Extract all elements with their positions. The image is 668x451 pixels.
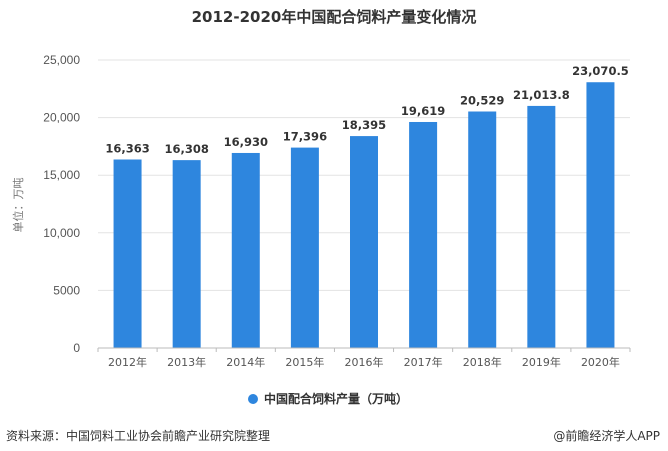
x-tick-label: 2012年	[108, 355, 147, 369]
y-tick-label: 10,000	[43, 226, 80, 240]
x-axis-ticks: 2012年 2013年 2014年 2015年 2016年 2017年 2018年 2019年…	[97, 348, 631, 369]
legend-label: 中国配合饲料产量（万吨）	[264, 391, 408, 406]
bar	[231, 152, 260, 348]
bar	[290, 147, 319, 348]
chart-title: 2012-2020年中国配合饲料产量变化情况	[192, 8, 477, 26]
y-tick-label: 15,000	[43, 168, 80, 182]
bar	[409, 121, 438, 348]
brand-credit: @前瞻经济学人APP	[553, 429, 660, 443]
x-tick-label: 2016年	[345, 355, 384, 369]
bar	[113, 159, 142, 348]
bars: 16,363 16,308 16,930 17,396 18,395 19,619 20,5…	[105, 64, 629, 348]
y-tick-label: 0	[73, 341, 80, 355]
y-tick-label: 5000	[53, 283, 80, 297]
y-axis-label: 单位：万吨	[11, 178, 25, 233]
legend-marker	[248, 394, 258, 404]
data-label: 18,395	[342, 118, 386, 132]
data-label: 16,308	[164, 142, 208, 156]
bar	[172, 160, 201, 348]
data-label: 16,930	[224, 135, 268, 149]
data-label: 21,013.8	[513, 88, 570, 102]
data-label: 23,070.5	[572, 64, 629, 78]
legend: 中国配合饲料产量（万吨）	[248, 391, 408, 406]
x-tick-label: 2020年	[581, 355, 620, 369]
x-tick-label: 2017年	[404, 355, 443, 369]
data-label: 17,396	[283, 130, 327, 144]
x-tick-label: 2018年	[463, 355, 502, 369]
x-tick-label: 2015年	[285, 355, 324, 369]
bar	[350, 136, 378, 348]
data-label: 16,363	[105, 141, 149, 155]
x-tick-label: 2014年	[226, 355, 265, 369]
bar	[586, 82, 615, 348]
bar	[468, 111, 497, 348]
bar	[527, 105, 556, 348]
x-tick-label: 2013年	[167, 355, 206, 369]
data-label: 20,529	[460, 94, 504, 108]
source-note: 资料来源：中国饲料工业协会前瞻产业研究院整理	[6, 429, 271, 443]
data-label: 19,619	[401, 104, 445, 118]
y-axis-ticks: 0 5000 10,000 15,000 20,000 25,000	[43, 53, 80, 355]
y-tick-label: 20,000	[43, 111, 80, 125]
x-tick-label: 2019年	[522, 355, 561, 369]
y-tick-label: 25,000	[43, 53, 80, 67]
